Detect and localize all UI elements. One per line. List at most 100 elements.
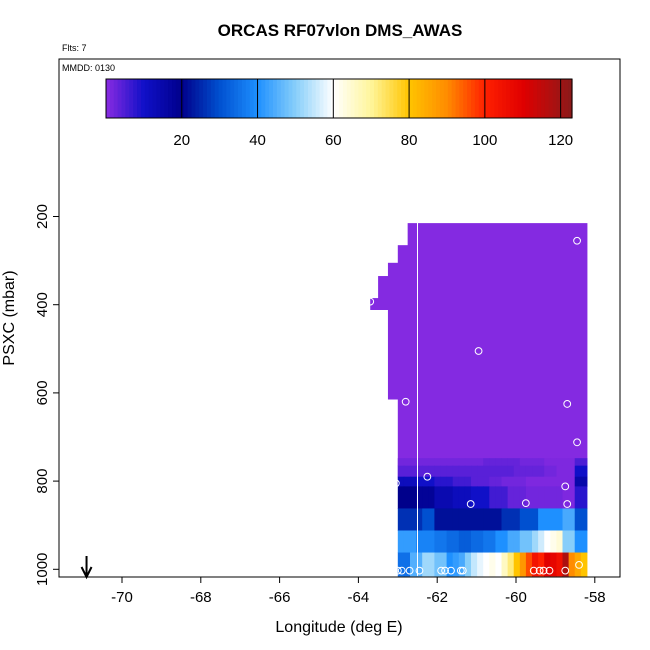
colorbar-segment: [323, 79, 328, 118]
x-tick-label: -68: [190, 589, 212, 606]
heatmap-cell: [538, 486, 545, 509]
x-tick-label: -60: [505, 589, 527, 606]
heatmap-cell: [544, 530, 551, 554]
heatmap-cell: [501, 486, 509, 509]
heatmap-cell: [544, 508, 551, 531]
heatmap-cell: [532, 530, 539, 554]
colorbar-segment: [210, 79, 216, 118]
x-tick-label: -64: [348, 589, 370, 606]
colorbar-segment: [160, 79, 165, 118]
colorbar-segment: [428, 79, 433, 118]
heatmap-cell: [513, 476, 521, 487]
heatmap-cell: [410, 508, 417, 531]
heatmap-cell: [489, 552, 496, 577]
data-point: [405, 566, 414, 575]
heatmap-cell: [532, 508, 539, 531]
data-point: [563, 500, 572, 508]
data-point: [545, 566, 554, 575]
heatmap-cell: [495, 530, 503, 554]
heatmap-cell: [458, 530, 466, 554]
heatmap-cell: [483, 530, 490, 554]
colorbar-tick-label: 80: [401, 132, 418, 149]
colorbar-segment: [121, 79, 127, 118]
heatmap-cell: [507, 552, 515, 577]
heatmap-cell: [562, 476, 570, 487]
heatmap-cell: [416, 458, 423, 467]
heatmap-cell: [562, 508, 570, 531]
heatmap-cell: [483, 465, 490, 478]
heatmap-cell: [538, 458, 545, 467]
x-axis: -70 -68 -66 -64 -62 -60 -58: [111, 577, 606, 606]
heatmap-cell: [452, 458, 460, 467]
colorbar-segment: [175, 79, 181, 118]
data-point: [535, 566, 544, 575]
colorbar-segment: [265, 79, 270, 118]
heatmap-cell: [513, 458, 521, 467]
heatmap-cell: [525, 486, 533, 509]
heatmap-cell: [458, 458, 466, 467]
colorbar-segment: [269, 79, 274, 118]
data-points: [366, 219, 583, 575]
heatmap-cell: [410, 552, 417, 577]
colorbar-segment: [195, 79, 200, 118]
heatmap-cell: [477, 486, 484, 509]
heatmap-cell: [580, 508, 588, 531]
colorbar-segment: [432, 79, 437, 118]
y-tick-label: 400: [34, 292, 51, 317]
heatmap-cell: [434, 465, 442, 478]
heatmap-cell: [574, 552, 582, 577]
y-tick-label: 1000: [34, 553, 51, 586]
heatmap-cell: [428, 458, 435, 467]
heatmap-cell: [513, 486, 521, 509]
heatmap-cell: [428, 508, 435, 531]
heatmap-cell: [489, 476, 496, 487]
chart-title: ORCAS RF07vlon DMS_AWAS: [218, 21, 463, 40]
heatmap: [370, 223, 588, 577]
heatmap-cell: [416, 508, 423, 531]
heatmap-cell: [574, 458, 582, 467]
colorbar-segment: [405, 79, 410, 118]
heatmap-cell: [440, 530, 448, 554]
heatmap-cell: [403, 530, 411, 554]
heatmap-cell: [452, 508, 460, 531]
colorbar-segment: [327, 79, 332, 118]
colorbar-segment: [439, 79, 445, 118]
heatmap-cell: [580, 465, 588, 478]
data-point: [573, 236, 581, 245]
heatmap-cell: [416, 530, 423, 554]
heatmap-cell: [471, 486, 478, 509]
heatmap-cell: [410, 486, 417, 509]
heatmap-cell: [458, 552, 466, 577]
heatmap-cell: [495, 458, 503, 467]
heatmap-cell: [434, 458, 442, 467]
heatmap-cell: [428, 486, 435, 509]
arrow-head: [80, 566, 93, 580]
heatmap-cell: [416, 465, 423, 478]
colorbar-segment: [315, 79, 321, 118]
heatmap-cell: [525, 552, 533, 577]
heatmap-cell: [471, 458, 478, 467]
heatmap-cell: [483, 486, 490, 509]
colorbar-segment: [156, 79, 161, 118]
heatmap-cell: [422, 508, 429, 531]
heatmap-cell: [477, 458, 484, 467]
colorbar-segment: [498, 79, 503, 118]
colorbar-segment: [230, 79, 235, 118]
heatmap-cell: [397, 476, 405, 487]
colorbar-segment: [401, 79, 406, 118]
heatmap-cell: [446, 486, 454, 509]
heatmap-cell: [464, 465, 472, 478]
colorbar-segment: [350, 79, 356, 118]
data-point: [415, 566, 424, 575]
y-tick-label: 600: [34, 380, 51, 405]
colorbar-segment: [521, 79, 526, 118]
heatmap-cell: [446, 458, 454, 467]
data-point: [456, 566, 465, 575]
heatmap-cell: [416, 552, 423, 577]
colorbar-segment: [113, 79, 119, 118]
heatmap-cell: [464, 486, 472, 509]
colorbar-segment: [261, 79, 266, 118]
colorbar-segment: [525, 79, 530, 118]
plot-frame: [58, 58, 621, 578]
colorbar-segment: [412, 79, 418, 118]
